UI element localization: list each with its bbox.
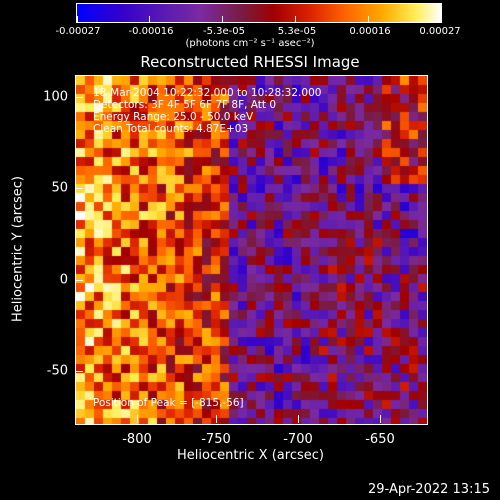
x-tick-label: -800 [122, 432, 152, 447]
heatmap-image [76, 76, 427, 424]
colorbar-tick-label: 0.00027 [419, 26, 461, 37]
info-clean-counts: Clean Total counts: 4.87E+03 [93, 123, 249, 135]
info-energy-range: Energy Range: 25.0 - 50.0 keV [93, 111, 254, 123]
y-tick-label: 100 [43, 89, 68, 105]
x-tick [216, 415, 217, 423]
y-tick [75, 280, 83, 281]
x-tick [298, 415, 299, 423]
x-tick-label: -750 [201, 432, 231, 447]
plot-title: Reconstructed RHESSI Image [140, 53, 360, 71]
info-detectors: Detectors: 3F 4F 5F 6F 7F 8F, Att 0 [93, 99, 277, 111]
y-axis-title: Heliocentric Y (arcsec) [10, 176, 26, 322]
info-time-range: 18-Mar-2004 10:22:32.000 to 10:28:32.000 [93, 87, 322, 99]
x-tick-label: -700 [283, 432, 313, 447]
colorbar-tick-label: 0.00016 [349, 26, 391, 37]
x-tick-label: -650 [365, 432, 395, 447]
y-tick-label: -50 [46, 363, 68, 379]
image-plot-area [75, 75, 428, 425]
y-tick-label: 50 [51, 180, 68, 196]
x-tick [380, 415, 381, 423]
y-tick [75, 371, 83, 372]
colorbar-tick-label: -0.00016 [128, 26, 174, 37]
y-tick [75, 97, 83, 98]
y-tick-label: 0 [59, 272, 68, 288]
colorbar-tick-label: -0.00027 [55, 26, 101, 37]
plot-timestamp: 29-Apr-2022 13:15 [368, 482, 490, 497]
y-tick [75, 188, 83, 189]
x-tick [137, 415, 138, 423]
colorbar-unit-label: (photons cm⁻² s⁻¹ asec⁻²) [185, 38, 315, 49]
colorbar-tick-label: -5.3e-05 [203, 26, 245, 37]
peak-position-label: Position of Peak = [-815,-56] [93, 397, 244, 409]
x-axis-title: Heliocentric X (arcsec) [177, 448, 324, 463]
colorbar-tick-label: 5.3e-05 [277, 26, 317, 37]
colorbar [76, 3, 442, 23]
